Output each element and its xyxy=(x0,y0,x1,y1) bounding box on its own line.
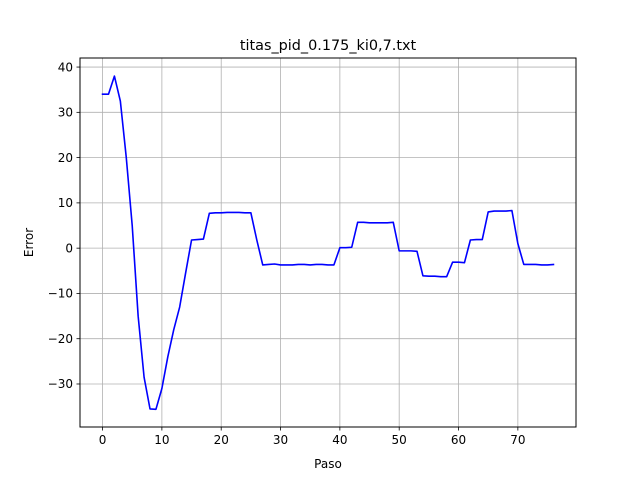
x-axis: 0 10 20 30 40 50 60 70 xyxy=(99,427,525,447)
y-tick-label: −10 xyxy=(48,287,73,301)
error-series-line xyxy=(101,75,555,411)
x-tick-label: 40 xyxy=(332,433,347,447)
y-tick-label: −30 xyxy=(48,377,73,391)
y-tick-label: 30 xyxy=(58,106,73,120)
x-tick-label: 60 xyxy=(451,433,466,447)
x-tick-label: 0 xyxy=(99,433,107,447)
y-tick-label: 40 xyxy=(58,60,73,74)
x-axis-label: Paso xyxy=(314,457,342,471)
x-tick-label: 50 xyxy=(392,433,407,447)
y-axis: −30 −20 −10 0 10 20 30 40 xyxy=(48,60,80,391)
y-axis-label: Error xyxy=(22,228,36,257)
series-layer xyxy=(101,75,555,411)
y-tick-label: −20 xyxy=(48,332,73,346)
x-tick-label: 10 xyxy=(154,433,169,447)
x-tick-label: 20 xyxy=(214,433,229,447)
x-tick-label: 70 xyxy=(510,433,525,447)
grid-lines xyxy=(80,58,576,427)
chart-title: titas_pid_0.175_ki0,7.txt xyxy=(240,38,417,54)
y-tick-label: 0 xyxy=(65,241,73,255)
plot-frame xyxy=(79,57,577,428)
x-tick-label: 30 xyxy=(273,433,288,447)
y-tick-label: 20 xyxy=(58,151,73,165)
y-tick-label: 10 xyxy=(58,196,73,210)
